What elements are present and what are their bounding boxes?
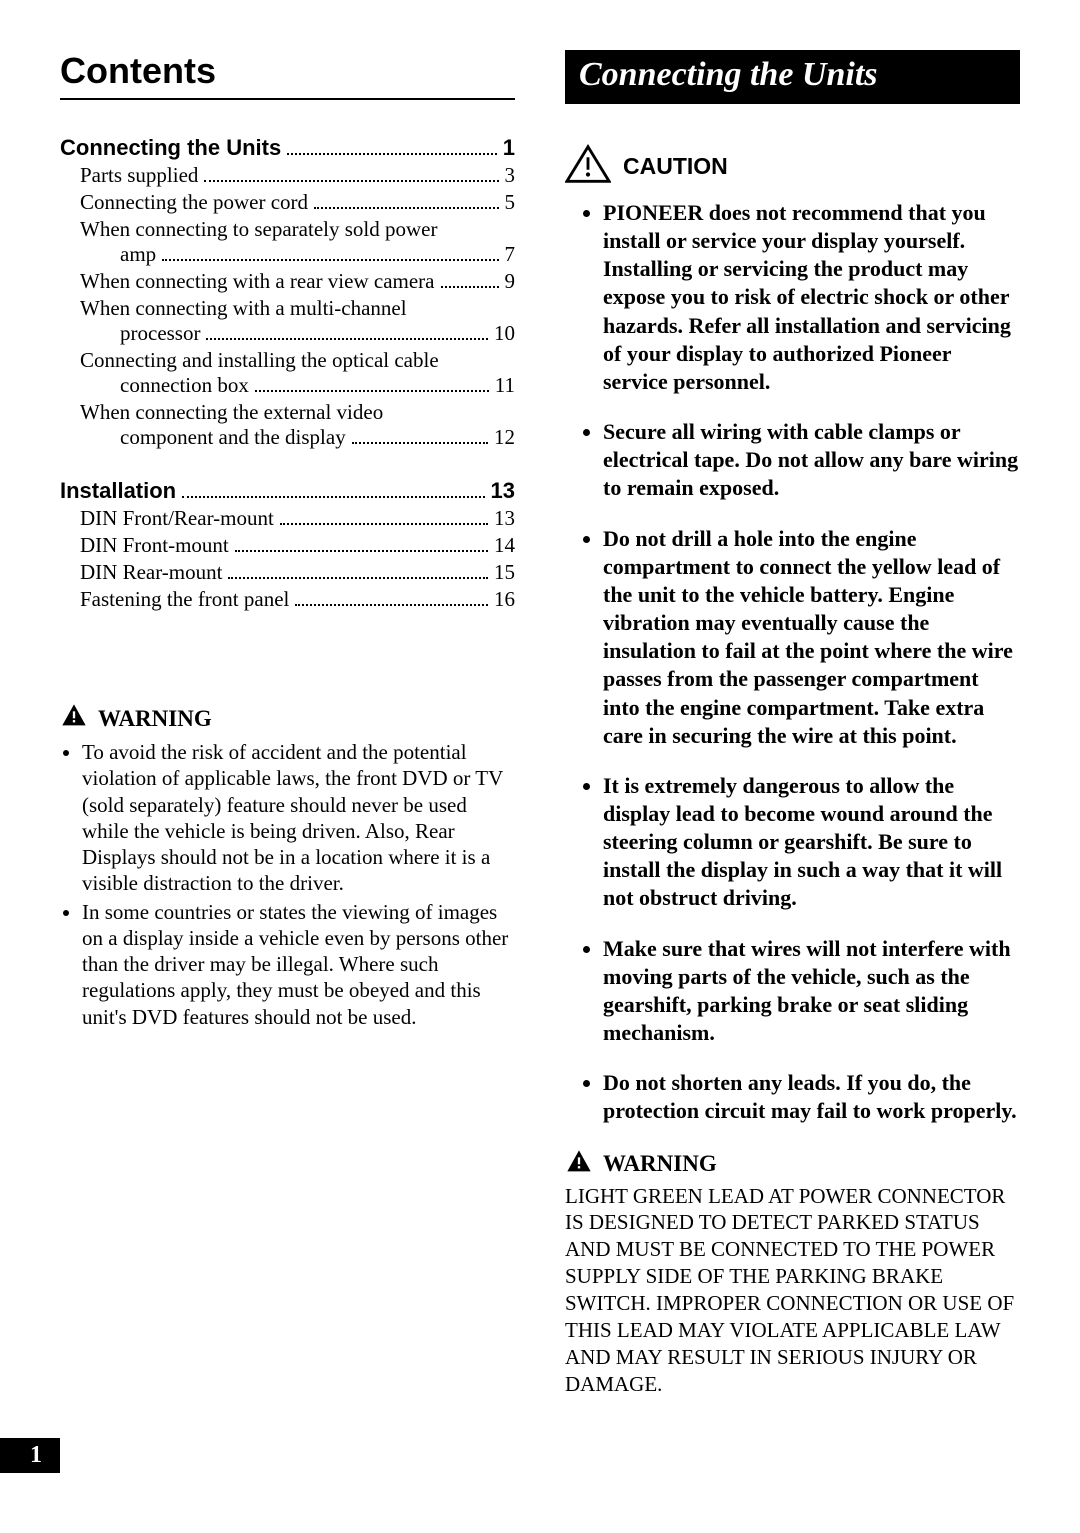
toc-section-heading: Installation 13: [60, 478, 515, 504]
toc-item-text: Connecting the power cord: [80, 190, 308, 215]
warning-label-left: WARNING: [98, 706, 212, 732]
toc-item-page: 16: [494, 587, 515, 612]
toc-item-page: 14: [494, 533, 515, 558]
toc-item-tail: component and the display: [120, 425, 346, 450]
toc-item-tail: connection box: [120, 373, 249, 398]
toc-item: Fastening the front panel 16: [60, 587, 515, 612]
toc-section-label: Installation: [60, 478, 176, 504]
left-column: Contents Connecting the Units1Parts supp…: [60, 50, 515, 1398]
caution-item: Do not drill a hole into the engine comp…: [603, 525, 1020, 750]
toc-item: DIN Front-mount 14: [60, 533, 515, 558]
toc-item-text: DIN Front-mount: [80, 533, 229, 558]
toc-item-tail: processor: [120, 321, 200, 346]
toc-item-page: 11: [495, 373, 515, 398]
warning-body-right: LIGHT GREEN LEAD AT POWER CONNECTOR IS D…: [565, 1183, 1020, 1398]
toc-section-label: Connecting the Units: [60, 135, 281, 161]
toc: Connecting the Units1Parts supplied3Conn…: [60, 135, 515, 612]
toc-item: Parts supplied 3: [60, 163, 515, 188]
toc-item: When connecting with a rear view camera 9: [60, 269, 515, 294]
warning-heading-right: WARNING: [565, 1148, 1020, 1181]
toc-item-text: DIN Rear-mount: [80, 560, 222, 585]
warning-list-left: To avoid the risk of accident and the po…: [60, 739, 515, 1030]
toc-item: When connecting with a multi-channelproc…: [60, 296, 515, 346]
toc-item-text: Parts supplied: [80, 163, 198, 188]
toc-section-heading: Connecting the Units 1: [60, 135, 515, 161]
contents-heading: Contents: [60, 50, 515, 100]
toc-item: When connecting to separately sold power…: [60, 217, 515, 267]
toc-item-text: Connecting and installing the optical ca…: [80, 348, 439, 372]
toc-item-page: 15: [494, 560, 515, 585]
toc-item: DIN Rear-mount 15: [60, 560, 515, 585]
toc-item-page: 12: [494, 425, 515, 450]
section-banner: Connecting the Units: [565, 50, 1020, 104]
warning-item: In some countries or states the viewing …: [82, 899, 515, 1030]
caution-item: Secure all wiring with cable clamps or e…: [603, 418, 1020, 502]
caution-heading: CAUTION: [565, 144, 1020, 189]
right-column: Connecting the Units CAUTION PIONEER doe…: [565, 50, 1020, 1398]
warning-label-right: WARNING: [603, 1151, 717, 1177]
toc-item-page: 10: [494, 321, 515, 346]
toc-item-text: When connecting to separately sold power: [80, 217, 437, 241]
toc-section-page: 13: [491, 478, 515, 504]
toc-item: When connecting the external videocompon…: [60, 400, 515, 450]
caution-item: PIONEER does not recommend that you inst…: [603, 199, 1020, 396]
caution-item: Do not shorten any leads. If you do, the…: [603, 1069, 1020, 1125]
warning-icon: [60, 702, 88, 735]
toc-item-page: 3: [505, 163, 516, 188]
toc-item: Connecting the power cord 5: [60, 190, 515, 215]
toc-item-text: Fastening the front panel: [80, 587, 289, 612]
toc-item-text: When connecting with a multi-channel: [80, 296, 407, 320]
caution-item: It is extremely dangerous to allow the d…: [603, 772, 1020, 913]
toc-item-page: 9: [505, 269, 516, 294]
caution-label: CAUTION: [623, 153, 728, 180]
caution-icon: [565, 144, 611, 189]
toc-item-page: 5: [505, 190, 516, 215]
toc-item: DIN Front/Rear-mount 13: [60, 506, 515, 531]
caution-item: Make sure that wires will not interfere …: [603, 935, 1020, 1048]
warning-item: To avoid the risk of accident and the po…: [82, 739, 515, 897]
toc-item-text: When connecting the external video: [80, 400, 383, 424]
toc-item-page: 7: [505, 242, 516, 267]
caution-list: PIONEER does not recommend that you inst…: [565, 199, 1020, 1126]
warning-heading-left: WARNING: [60, 702, 515, 735]
toc-item-tail: amp: [120, 242, 156, 267]
toc-section-page: 1: [503, 135, 515, 161]
page-number-tab: 1: [0, 1438, 60, 1473]
warning-icon: [565, 1148, 593, 1181]
toc-item: Connecting and installing the optical ca…: [60, 348, 515, 398]
toc-item-text: When connecting with a rear view camera: [80, 269, 435, 294]
toc-item-text: DIN Front/Rear-mount: [80, 506, 274, 531]
toc-item-page: 13: [494, 506, 515, 531]
